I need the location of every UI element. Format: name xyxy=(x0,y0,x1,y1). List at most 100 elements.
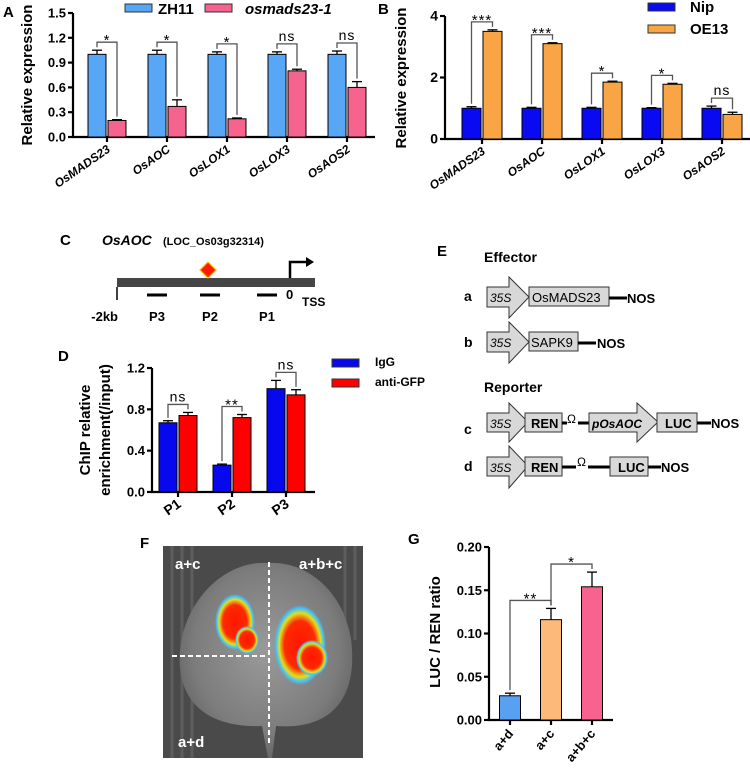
significance-label: ns xyxy=(714,82,731,98)
category-label: OsMADS23 xyxy=(52,142,113,191)
terminator-label: NOS xyxy=(661,460,690,475)
significance-bracket xyxy=(550,563,593,606)
promoter-35s-arrow-icon xyxy=(486,401,529,444)
binding-site-diamond-icon xyxy=(199,261,217,279)
bar xyxy=(207,53,227,138)
y-tick-label: 0.6 xyxy=(48,80,66,95)
panel-f-luciferase-image: F a+c a+b+c a+d xyxy=(140,535,363,758)
tss-arrow-icon xyxy=(288,260,306,278)
bar xyxy=(167,105,187,138)
y-axis-title: ChIP relative xyxy=(77,385,94,476)
construct-d-letter: d xyxy=(464,458,473,474)
significance-label: ** xyxy=(225,397,239,414)
bar xyxy=(461,107,482,140)
luminescence-spot-a-b-c xyxy=(296,640,328,676)
construct-c-letter: c xyxy=(464,421,472,437)
bar xyxy=(287,70,307,138)
category-label: OsLOX3 xyxy=(621,144,668,183)
bar xyxy=(232,417,252,493)
y-tick-label: 0.00 xyxy=(457,713,482,728)
significance-label: *** xyxy=(472,12,493,29)
gene-label: REN xyxy=(531,416,558,431)
reporter-label: LUC xyxy=(665,416,692,431)
category-label: OsLOX1 xyxy=(561,144,608,183)
bar xyxy=(521,107,542,140)
gene-label: SAPK9 xyxy=(531,335,573,350)
category-label: P2 xyxy=(215,495,238,518)
charts-layer: 0.0 0.3 0.6 0.9 1.2 1.5 Relative expression OsM… xyxy=(19,0,750,765)
significance-label: * xyxy=(599,63,606,80)
legend-label: osmads23-1 xyxy=(245,1,332,18)
legend-swatch xyxy=(331,378,360,388)
category-label: P3 xyxy=(269,495,292,518)
y-tick-label: 1.2 xyxy=(127,361,145,376)
luminescence-spot-a-c xyxy=(235,626,259,654)
probe-label-p1: P1 xyxy=(259,309,275,324)
bar xyxy=(540,619,562,721)
image-label-a-b-c: a+b+c xyxy=(299,556,342,573)
significance-bracket xyxy=(530,34,554,105)
zero-label: 0 xyxy=(286,287,293,302)
category-label: OsAOS2 xyxy=(305,142,353,182)
significance-bracket xyxy=(96,41,118,117)
bar xyxy=(641,107,662,140)
bar xyxy=(581,586,603,721)
y-tick-label: 0.0 xyxy=(127,485,145,500)
promoter-label: 35S xyxy=(490,336,511,350)
y-tick-label: 0.8 xyxy=(127,402,145,417)
bar xyxy=(722,113,743,140)
category-label: OsAOC xyxy=(130,142,173,178)
significance-bracket xyxy=(710,97,734,110)
significance-label: ns xyxy=(278,356,295,372)
bar xyxy=(107,119,127,138)
legend-swatch xyxy=(124,3,153,13)
y-tick-label: 1.2 xyxy=(48,30,66,45)
significance-label: * xyxy=(164,32,171,49)
y-tick-label: 0 xyxy=(430,131,438,147)
construct-a-letter: a xyxy=(464,288,472,304)
promoter-bar xyxy=(117,278,315,287)
bar xyxy=(701,107,722,140)
panel-c-promoter-diagram: C OsAOC (LOC_Os03g32314) -2kb 0 TSS P3 P… xyxy=(60,232,325,324)
panel-label-e: E xyxy=(437,243,447,260)
legend-label: Nip xyxy=(690,0,714,16)
panel-label-f: F xyxy=(140,535,149,552)
image-label-a-d: a+d xyxy=(178,734,204,751)
y-tick-label: 1.5 xyxy=(48,6,66,21)
category-label: a+b+c xyxy=(563,726,599,764)
locus-id: (LOC_Os03g32314) xyxy=(163,236,264,248)
category-label: a+c xyxy=(532,726,558,753)
promoter-label: 35S xyxy=(490,417,511,431)
significance-bracket xyxy=(167,403,189,418)
promoter2-label: pOsAOC xyxy=(591,417,642,431)
bar xyxy=(178,415,198,493)
category-label: OsAOC xyxy=(505,144,548,180)
panel-label-g: G xyxy=(408,531,420,548)
bar xyxy=(581,107,602,140)
legend-label: anti-GFP xyxy=(375,375,425,389)
panel-label-a: A xyxy=(3,4,14,21)
significance-label: ns xyxy=(170,388,187,404)
y-axis-title: Relative expression xyxy=(393,8,410,149)
bar xyxy=(482,30,503,140)
promoter-posaoc-arrow-icon xyxy=(588,401,659,444)
panel-label-b: B xyxy=(378,1,389,18)
legend-label: IgG xyxy=(375,355,395,369)
category-label: OsMADS23 xyxy=(427,144,488,193)
tss-arrowhead-icon xyxy=(306,257,314,267)
bar xyxy=(147,53,167,138)
legend-swatch xyxy=(331,358,360,368)
category-label: OsAOS2 xyxy=(680,144,728,184)
terminator-label: NOS xyxy=(711,416,740,431)
significance-label: * xyxy=(659,65,666,82)
significance-label: ** xyxy=(524,590,538,607)
reporter-label: LUC xyxy=(618,460,645,475)
promoter-label: 35S xyxy=(490,461,511,475)
significance-bracket xyxy=(590,72,614,105)
construct-b-letter: b xyxy=(464,334,473,350)
bar xyxy=(227,118,247,138)
significance-bracket xyxy=(276,43,298,67)
bar xyxy=(212,464,232,493)
gene-name: OsAOC xyxy=(102,232,153,248)
